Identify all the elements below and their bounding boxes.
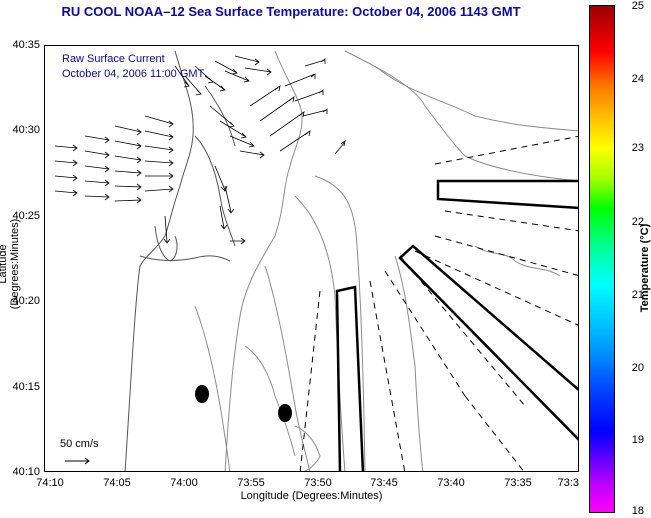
study-regions	[335, 179, 578, 471]
colorbar-tick: 18	[631, 505, 644, 517]
temperature-colorbar	[589, 5, 615, 513]
colorbar-tick: 20	[631, 362, 644, 374]
x-tick-label: 73:3	[557, 477, 579, 489]
x-tick-label: 74:05	[103, 477, 131, 489]
y-tick-label: 40:30	[12, 124, 40, 136]
colorbar-tick: 25	[631, 0, 644, 12]
y-tick-label: 40:35	[12, 39, 40, 51]
current-legend-title: Raw Surface Current	[62, 53, 165, 65]
x-axis-label: Longitude (Degrees:Minutes)	[240, 490, 383, 502]
x-tick-label: 74:10	[36, 477, 64, 489]
current-scale-arrow	[65, 457, 90, 465]
x-tick-label: 73:35	[504, 477, 532, 489]
depth-contours	[194, 50, 578, 471]
station-markers	[195, 385, 292, 422]
x-tick-label: 73:50	[304, 477, 332, 489]
colorbar-label: Temperature (°C)	[639, 223, 651, 313]
current-legend-date: October 04, 2006 11:00 GMT	[62, 68, 205, 80]
x-tick-label: 73:45	[370, 477, 398, 489]
x-tick-label: 73:40	[437, 477, 465, 489]
colorbar-tick: 19	[631, 434, 644, 446]
x-tick-label: 73:55	[237, 477, 265, 489]
surface-current-vectors	[54, 55, 346, 245]
y-tick-label: 40:10	[12, 466, 40, 478]
map-canvas	[54, 50, 578, 471]
map-title: RU COOL NOAA–12 Sea Surface Temperature:…	[61, 4, 521, 19]
colorbar-tick: 24	[631, 73, 644, 85]
coastline	[124, 50, 236, 471]
x-tick-label: 74:00	[170, 477, 198, 489]
dashed-survey-lines	[299, 135, 578, 471]
colorbar-tick: 22	[631, 216, 644, 228]
map-plot-area[interactable]	[44, 45, 579, 472]
colorbar-tick: 21	[631, 289, 644, 301]
current-scale-label: 50 cm/s	[60, 438, 99, 450]
y-axis-label: Latitude (Degrees:Minutes)	[0, 218, 21, 310]
colorbar-tick: 23	[631, 142, 644, 154]
y-tick-label: 40:15	[12, 381, 40, 393]
y-tick-label: 40:20	[12, 295, 40, 307]
y-tick-label: 40:25	[12, 210, 40, 222]
